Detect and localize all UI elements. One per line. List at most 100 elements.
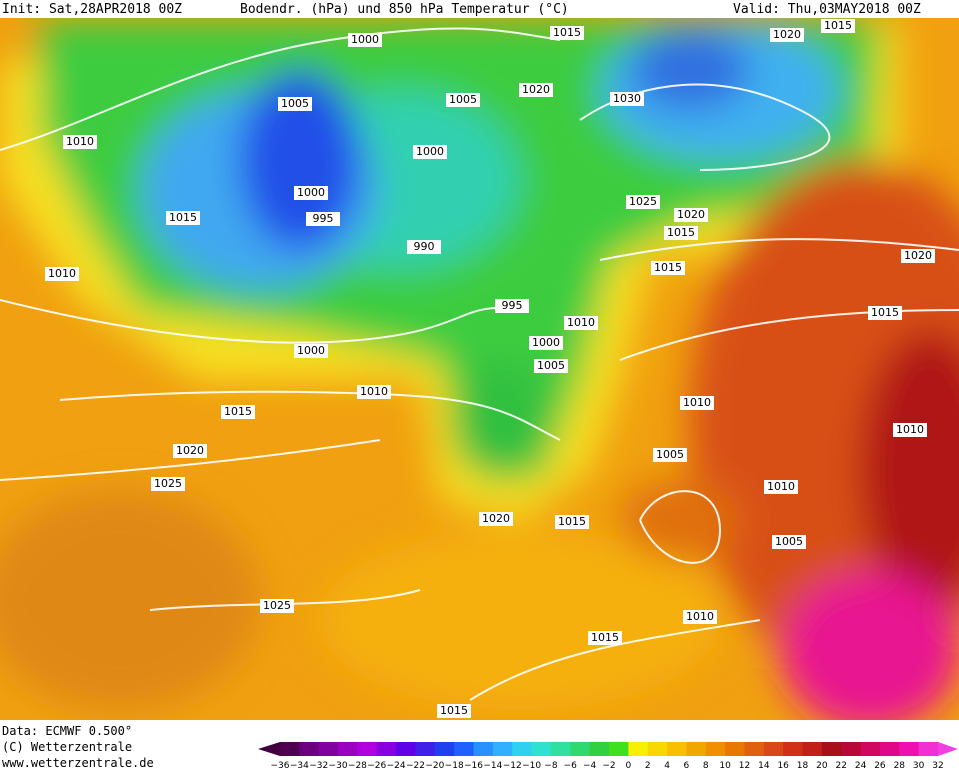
isobar-label: 1010 xyxy=(683,396,711,409)
map-title: Bodendr. (hPa) und 850 hPa Temperatur (°… xyxy=(240,2,569,17)
color-bar-label: −8 xyxy=(544,761,558,770)
color-bar-segment xyxy=(705,742,726,756)
color-bar-segment xyxy=(299,742,320,756)
isobar-label: 1015 xyxy=(553,26,581,39)
copyright: (C) Wetterzentrale xyxy=(2,740,132,754)
isobar-label: 1015 xyxy=(591,631,619,644)
isobar-label-bg xyxy=(495,299,529,313)
isobar-label-bg xyxy=(664,226,698,240)
isobar-label-bg xyxy=(519,83,553,97)
isobar-label: 1015 xyxy=(871,306,899,319)
isobar-label-bg xyxy=(173,444,207,458)
isobar-label-bg xyxy=(413,145,447,159)
color-bar-segment xyxy=(318,742,339,756)
color-bar-label: 18 xyxy=(797,761,809,770)
isobar-label: 990 xyxy=(414,240,435,253)
isobar-label-bg xyxy=(407,240,441,254)
isobar-label: 995 xyxy=(502,299,523,312)
color-bar-label: −20 xyxy=(425,761,444,770)
color-bar-label: −22 xyxy=(406,761,425,770)
color-bar: −36 −34 −32 −30 −28 −26 −24 −22 −20 −18 −16 −14 −12−… xyxy=(258,742,958,770)
color-bar-segment xyxy=(454,742,475,756)
isobar-label-bg xyxy=(63,135,97,149)
isobar-labels: 1000 1015 1020 1015 1005 1005 1020 1030 1010 1000… xyxy=(45,19,935,718)
isobar-label: 1005 xyxy=(775,535,803,548)
isobar-label: 1000 xyxy=(351,33,379,46)
isobar-label-bg xyxy=(651,261,685,275)
color-bar-label: 8 xyxy=(703,761,709,770)
isobar-label-bg xyxy=(306,212,340,226)
isobar-label: 995 xyxy=(313,212,334,225)
isobar-label-bg xyxy=(278,97,312,111)
isobar-label: 1005 xyxy=(449,93,477,106)
isobar-label: 1020 xyxy=(773,28,801,41)
isobar-label: 1010 xyxy=(360,385,388,398)
color-bar-segment xyxy=(860,742,881,756)
color-bar-label: 2 xyxy=(645,761,651,770)
color-bar-segment xyxy=(763,742,784,756)
color-bar-segment xyxy=(744,742,765,756)
color-bar-arrow xyxy=(938,742,958,756)
isobar-label-bg xyxy=(610,92,644,106)
isobar-label-bg xyxy=(555,515,589,529)
color-bar-segment xyxy=(802,742,823,756)
map-field xyxy=(0,18,959,720)
isobar-label-bg xyxy=(437,704,471,718)
color-bar-label: −12 xyxy=(503,761,522,770)
color-bar-label: −34 xyxy=(290,761,309,770)
color-bar-segment xyxy=(879,742,900,756)
isobar-label-bg xyxy=(680,396,714,410)
valid-time: Valid: Thu,03MAY2018 00Z xyxy=(733,2,921,17)
isobar-label: 1005 xyxy=(656,448,684,461)
isobar-label: 1025 xyxy=(263,599,291,612)
isobar-label-bg xyxy=(893,423,927,437)
color-bar-segment xyxy=(667,742,687,756)
isobar-label-bg xyxy=(294,344,328,358)
color-bar-label: −30 xyxy=(329,761,348,770)
color-bar-label: 14 xyxy=(758,761,770,770)
isobar-label-bg xyxy=(166,211,200,225)
color-bar-segment xyxy=(570,742,591,756)
isobar-label: 1010 xyxy=(48,267,76,280)
color-bar-segment xyxy=(434,742,455,756)
color-bar-segment xyxy=(396,742,416,756)
isobar-label: 1020 xyxy=(677,208,705,221)
color-bar-segment xyxy=(531,742,552,756)
isobar-label-bg xyxy=(294,186,328,200)
isobar-label-bg xyxy=(564,316,598,330)
isobar-label-bg xyxy=(588,631,622,645)
isobar-label: 1000 xyxy=(532,336,560,349)
color-bar-label: 12 xyxy=(739,761,750,770)
isobar-label: 1015 xyxy=(224,405,252,418)
isobar-label: 1000 xyxy=(297,186,325,199)
init-time: Init: Sat,28APR2018 00Z xyxy=(2,2,182,17)
color-bar-segment xyxy=(550,742,571,756)
isobar-label: 1020 xyxy=(482,512,510,525)
isobar-label-bg xyxy=(764,480,798,494)
color-bar-label: −2 xyxy=(602,761,615,770)
color-bar-segment xyxy=(783,742,804,756)
isobar-label: 1010 xyxy=(567,316,595,329)
isobar-label: 1010 xyxy=(66,135,94,148)
color-bar-segment xyxy=(841,742,862,756)
color-bar-label: 30 xyxy=(913,761,925,770)
color-bar-label: −6 xyxy=(564,761,578,770)
color-bar-label: −4 xyxy=(583,761,597,770)
isobar-label-bg xyxy=(770,28,804,42)
isobar-label-bg xyxy=(221,405,255,419)
isobar-label-bg xyxy=(348,33,382,47)
color-bar-label: 10 xyxy=(719,761,731,770)
color-bar-label: −26 xyxy=(367,761,386,770)
color-bar-arrow xyxy=(258,742,280,756)
isobar-label: 1015 xyxy=(654,261,682,274)
isobar-label: 1010 xyxy=(896,423,924,436)
color-bar-segment xyxy=(492,742,513,756)
isobar-label-bg xyxy=(674,208,708,222)
isobar-label-bg xyxy=(45,267,79,281)
isobar-label-bg xyxy=(529,336,563,350)
isobar-label-bg xyxy=(683,610,717,624)
color-bar-segment xyxy=(338,742,358,756)
color-bar-segment xyxy=(918,742,939,756)
color-bar-label: 20 xyxy=(816,761,828,770)
isobar-lines xyxy=(0,27,959,701)
